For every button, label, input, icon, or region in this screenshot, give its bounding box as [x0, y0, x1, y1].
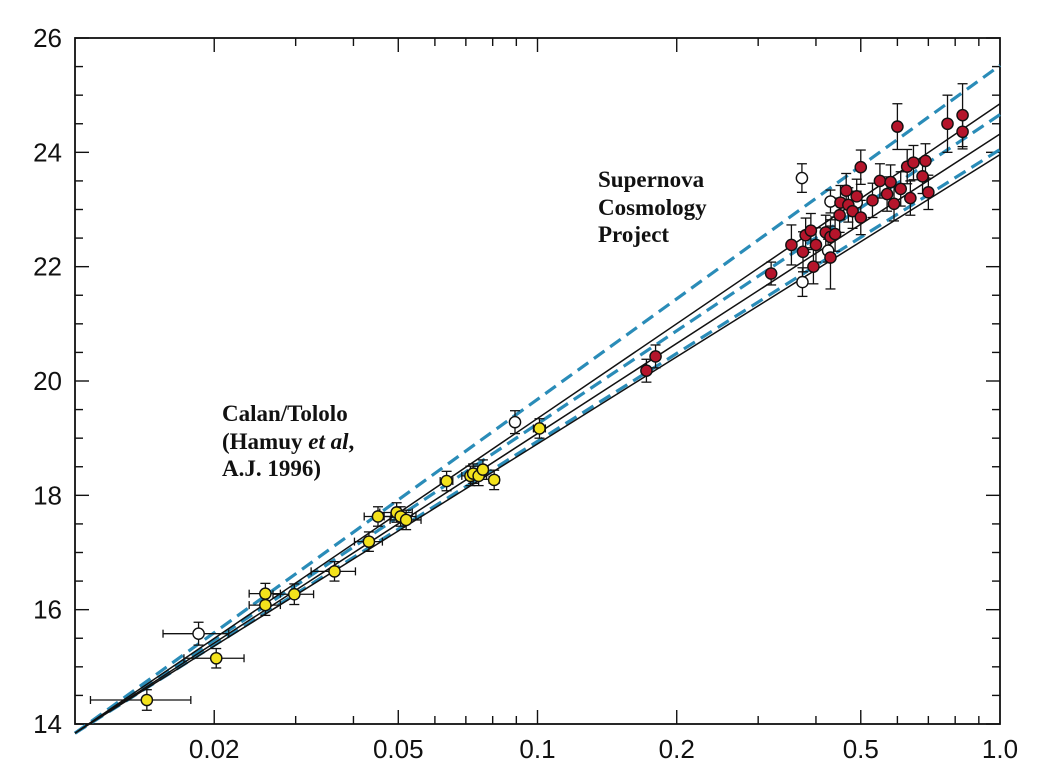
x-tick-label: 0.05	[373, 734, 424, 764]
annotation-italic-text: et al	[308, 428, 349, 454]
supernova-point	[956, 108, 969, 122]
supernova-point	[873, 174, 887, 188]
calan-tololo-point	[362, 535, 376, 548]
annotation-line: A.J. 1996)	[222, 456, 322, 482]
calan-tololo-point	[440, 474, 453, 488]
annotation-line: Calan/Tololo	[222, 401, 348, 426]
calan-tololo-point	[328, 565, 341, 578]
supernova-point	[833, 208, 846, 222]
supernova-point	[764, 267, 778, 280]
calan-tololo-point	[371, 510, 385, 523]
open-point	[795, 171, 809, 185]
supernova-point	[904, 191, 917, 205]
supernova-point	[922, 186, 935, 199]
calan-tololo-point	[140, 693, 154, 707]
data-points	[140, 108, 969, 707]
annotation-line: (Hamuy et al,	[222, 428, 354, 456]
supernova-point	[785, 238, 798, 252]
supernova-point	[846, 204, 859, 218]
annotation-text: ,	[348, 428, 355, 454]
supernova-point	[807, 260, 820, 273]
open-point	[192, 627, 205, 640]
solid-model-line	[74, 153, 1001, 734]
supernova-point	[809, 238, 823, 252]
y-tick-label: 24	[33, 137, 62, 167]
supernova-point	[894, 182, 908, 196]
x-tick-label: 0.1	[519, 734, 555, 764]
error-bars	[89, 83, 968, 711]
y-tick-label: 16	[33, 595, 62, 625]
supernova-point	[907, 156, 920, 169]
supernova-point	[850, 190, 864, 203]
calan-tololo-point	[399, 513, 413, 527]
open-point	[508, 415, 522, 429]
supernova-point	[916, 170, 929, 183]
y-tick-label: 20	[33, 366, 62, 396]
calan-tololo-point	[288, 587, 301, 601]
supernova-point	[956, 125, 969, 139]
axis-ticks	[75, 37, 1000, 725]
supernova-point	[854, 211, 868, 224]
calan-tololo-point	[259, 598, 272, 612]
supernova-point	[891, 120, 904, 133]
supernova-point	[824, 251, 837, 264]
supernova-point	[854, 160, 868, 174]
calan-tololo-point	[259, 587, 272, 600]
calan-tololo-point	[476, 463, 490, 476]
supernova-point	[866, 194, 879, 207]
calan-tololo-point	[487, 473, 501, 487]
y-tick-label: 18	[33, 480, 62, 510]
supernova-point	[839, 184, 853, 197]
calan-tololo-point	[533, 422, 546, 435]
supernova-point	[640, 364, 653, 378]
supernova-point	[804, 224, 818, 237]
y-tick-label: 14	[33, 709, 62, 739]
supernova-point	[884, 175, 897, 189]
supernova-cosmology-project-label: Supernova Cosmology Project	[598, 166, 707, 249]
plot-frame	[74, 37, 1001, 725]
tick-labels: 0.02 0.05 0.1 0.2 0.5 1.0 14 16 18 20 22 24 26	[33, 23, 1018, 764]
annotation-line: Cosmology	[598, 194, 707, 220]
x-tick-label: 0.2	[659, 734, 695, 764]
open-point	[796, 275, 809, 289]
annotation-line: Supernova	[598, 167, 705, 192]
calan-tololo-point	[209, 651, 223, 665]
supernova-point	[919, 154, 932, 168]
annotation-line: Project	[598, 222, 670, 248]
supernova-point	[796, 245, 810, 259]
supernova-point	[828, 227, 842, 241]
annotation-text: (Hamuy	[222, 428, 309, 454]
x-tick-label: 0.02	[189, 734, 240, 764]
x-tick-label: 0.5	[843, 734, 879, 764]
x-tick-label: 1.0	[982, 734, 1018, 764]
supernova-point	[887, 197, 901, 211]
y-tick-label: 22	[33, 252, 62, 282]
supernova-point	[880, 187, 894, 201]
supernova-point	[649, 350, 662, 363]
calan-tololo-label: Calan/Tololo (Hamuy et al, A.J. 1996)	[222, 400, 354, 483]
supernova-point	[941, 117, 954, 131]
y-tick-label: 26	[33, 23, 62, 53]
